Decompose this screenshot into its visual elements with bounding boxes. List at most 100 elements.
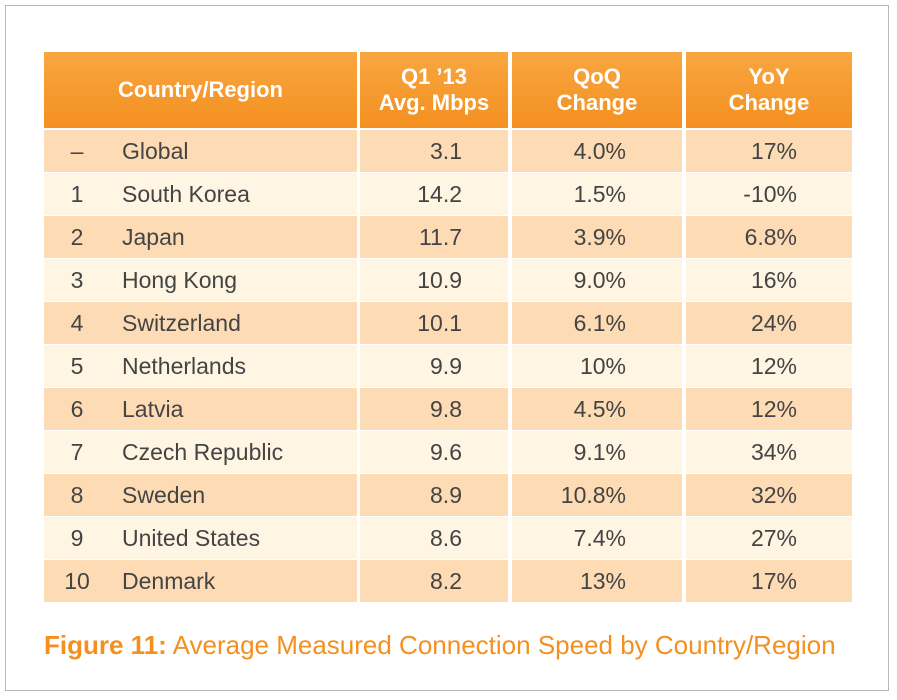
- qoq-change: 3.9%: [573, 224, 626, 250]
- row-background: [512, 560, 682, 602]
- yoy-change: 32%: [750, 482, 797, 508]
- row-background: [44, 345, 357, 387]
- figure-label: Figure 11:: [44, 630, 167, 660]
- row-background: [512, 173, 682, 215]
- row-background: [512, 345, 682, 387]
- header-cell: Q1 ’13 Avg. Mbps: [360, 52, 508, 128]
- row-background: [360, 474, 508, 516]
- header-text: QoQ: [573, 64, 621, 89]
- row-background: [686, 173, 852, 215]
- row-background: [512, 302, 682, 344]
- header-text: Country/Region: [118, 77, 283, 102]
- row-background: [686, 302, 852, 344]
- row-background: [44, 517, 357, 559]
- row-background: [44, 560, 357, 602]
- qoq-change: 1.5%: [573, 181, 626, 207]
- row-background: [360, 259, 508, 301]
- row-background: [512, 259, 682, 301]
- rank: –: [70, 138, 84, 164]
- qoq-change: 4.5%: [573, 396, 626, 422]
- rank: 4: [70, 310, 84, 336]
- country: Denmark: [122, 568, 216, 594]
- country: Global: [122, 138, 189, 164]
- frame: [5, 5, 889, 691]
- row-background: [44, 431, 357, 473]
- speed: 9.9: [430, 353, 462, 379]
- speed: 10.1: [417, 310, 462, 336]
- speed: 3.1: [430, 138, 462, 164]
- row-background: [360, 517, 508, 559]
- row-background: [686, 345, 852, 387]
- country: Switzerland: [122, 310, 241, 336]
- speed: 9.8: [430, 396, 462, 422]
- row-background: [360, 216, 508, 258]
- caption-text: Average Measured Connection Speed by Cou…: [172, 630, 836, 660]
- rank: 7: [70, 439, 84, 465]
- speed: 11.7: [418, 224, 462, 250]
- row-background: [360, 345, 508, 387]
- row-background: [686, 517, 852, 559]
- qoq-change: 13%: [579, 568, 626, 594]
- row-background: [686, 216, 852, 258]
- qoq-change: 10%: [579, 353, 626, 379]
- yoy-change: 17%: [750, 568, 797, 594]
- header-cell: YoY Change: [686, 52, 852, 128]
- speed: 8.9: [430, 482, 462, 508]
- country: Latvia: [122, 396, 184, 422]
- row-background: [360, 560, 508, 602]
- qoq-change: 4.0%: [573, 138, 626, 164]
- row-background: [360, 302, 508, 344]
- row-background: [686, 474, 852, 516]
- row-background: [360, 130, 508, 172]
- rank: 2: [70, 224, 84, 250]
- row-background: [360, 173, 508, 215]
- rank: 5: [70, 353, 84, 379]
- row-background: [686, 130, 852, 172]
- row-background: [686, 259, 852, 301]
- qoq-change: 9.0%: [573, 267, 626, 293]
- yoy-change: 16%: [750, 267, 797, 293]
- row-background: [512, 388, 682, 430]
- header-text: YoY: [748, 64, 790, 89]
- country: South Korea: [122, 181, 250, 207]
- row-background: [512, 130, 682, 172]
- yoy-change: 24%: [750, 310, 797, 336]
- row-background: [44, 302, 357, 344]
- header-text: Avg. Mbps: [378, 90, 490, 115]
- header-text: Q1 ’13: [400, 64, 468, 89]
- row-background: [686, 388, 852, 430]
- yoy-change: 34%: [750, 439, 797, 465]
- rank: 9: [70, 525, 84, 551]
- row-background: [686, 431, 852, 473]
- yoy-change: 12%: [750, 353, 797, 379]
- yoy-change: 27%: [750, 525, 797, 551]
- rank: 8: [70, 482, 84, 508]
- row-background: [360, 431, 508, 473]
- rank: 6: [70, 396, 84, 422]
- header-cell: QoQ Change: [512, 52, 682, 128]
- qoq-change: 7.4%: [573, 525, 626, 551]
- country: United States: [122, 525, 261, 551]
- row-background: [360, 388, 508, 430]
- country: Japan: [122, 224, 185, 250]
- row-background: [44, 474, 357, 516]
- caption: Figure 11: Average Measured Connection S…: [44, 630, 836, 661]
- row-background: [44, 216, 357, 258]
- country: Netherlands: [122, 353, 247, 379]
- yoy-change: 6.8%: [744, 224, 797, 250]
- header-text: Change: [728, 90, 810, 115]
- rank: 1: [70, 181, 84, 207]
- row-background: [512, 474, 682, 516]
- row-background: [44, 130, 357, 172]
- header-cell: Country/Region: [44, 52, 357, 128]
- yoy-change: -10%: [743, 181, 797, 207]
- country: Czech Republic: [122, 439, 284, 465]
- qoq-change: 10.8%: [560, 482, 626, 508]
- yoy-change: 12%: [750, 396, 797, 422]
- rank: 10: [64, 568, 90, 594]
- rank: 3: [70, 267, 84, 293]
- row-background: [512, 216, 682, 258]
- qoq-change: 6.1%: [573, 310, 626, 336]
- row-background: [44, 388, 357, 430]
